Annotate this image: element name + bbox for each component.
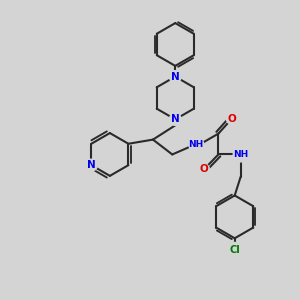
Circle shape — [228, 242, 242, 257]
Circle shape — [85, 159, 97, 171]
Circle shape — [169, 113, 181, 125]
Text: N: N — [171, 72, 180, 82]
Text: NH: NH — [233, 150, 248, 159]
Circle shape — [226, 113, 237, 124]
Text: N: N — [171, 114, 180, 124]
Circle shape — [233, 147, 248, 162]
Text: O: O — [200, 164, 208, 174]
Circle shape — [169, 70, 181, 83]
Text: N: N — [87, 160, 96, 170]
Circle shape — [199, 164, 209, 175]
Text: Cl: Cl — [229, 244, 240, 255]
Circle shape — [189, 136, 203, 152]
Text: NH: NH — [188, 140, 204, 148]
Text: O: O — [227, 114, 236, 124]
